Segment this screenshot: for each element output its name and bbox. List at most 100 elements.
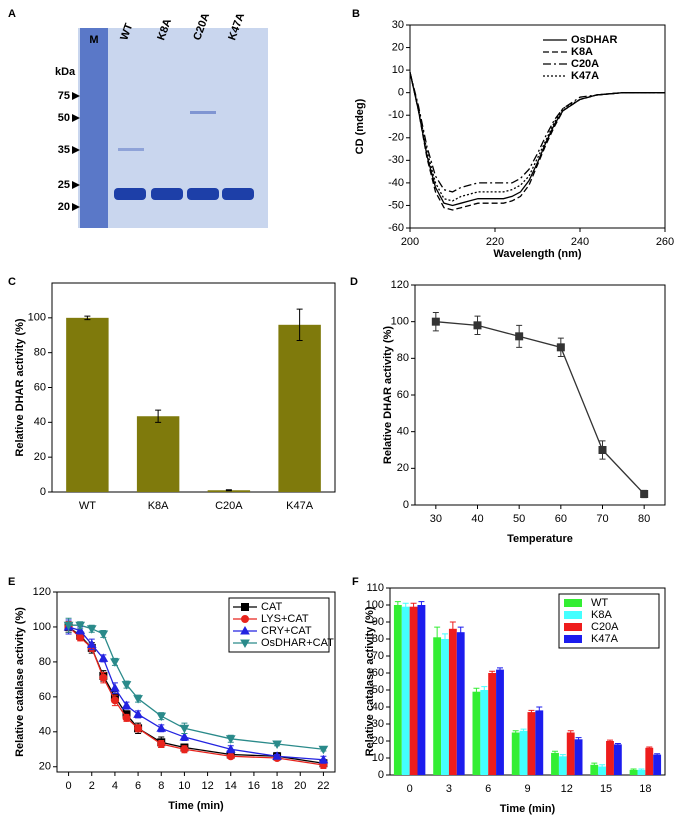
error-bar	[473, 687, 480, 696]
x-tick-label: 15	[600, 783, 612, 795]
bar	[401, 606, 410, 775]
y-tick-label: 0	[40, 486, 46, 498]
legend-marker	[241, 615, 249, 623]
point	[86, 639, 97, 648]
point	[121, 700, 132, 710]
error-bar	[528, 709, 535, 715]
x-tick-label: K8A	[148, 500, 169, 512]
bar	[566, 732, 575, 775]
bar	[393, 605, 402, 775]
x-tick-label: 3	[446, 783, 452, 795]
y-tick-label: -60	[388, 222, 404, 234]
x-tick-label: 12	[561, 783, 573, 795]
marker-label: 20	[58, 201, 70, 213]
y-tick-label: 0	[403, 499, 409, 511]
point	[180, 745, 189, 754]
y-tick-label: 30	[392, 19, 404, 31]
bar	[574, 739, 583, 775]
point	[86, 625, 97, 634]
marker-arrow	[72, 203, 80, 211]
y-tick-label: 120	[391, 279, 409, 291]
x-tick-label: 220	[486, 236, 504, 248]
bar	[511, 732, 520, 775]
point	[133, 695, 143, 704]
error-bar	[654, 753, 661, 756]
error-bar	[418, 601, 425, 609]
bar	[472, 691, 481, 775]
bar	[456, 632, 465, 775]
point	[225, 744, 236, 753]
error-bar	[449, 621, 456, 637]
point	[179, 724, 190, 734]
y-axis-label: Relative DHAR activity (%)	[14, 318, 26, 456]
line	[435, 321, 645, 495]
x-tick-label: 6	[485, 783, 491, 795]
x-tick-label: 8	[158, 780, 164, 792]
y-tick-label: 20	[34, 451, 46, 463]
x-axis-label: Time (min)	[500, 803, 556, 815]
x-tick-label: 70	[596, 513, 608, 525]
point	[156, 712, 167, 722]
y-tick-label: 40	[372, 701, 384, 713]
error-bar	[638, 768, 645, 772]
y-tick-label: 120	[33, 586, 51, 598]
y-tick-label: 40	[397, 426, 409, 438]
bar	[551, 752, 559, 775]
y-tick-label: 60	[34, 381, 46, 393]
y-tick-label: -20	[388, 132, 404, 144]
bar	[590, 764, 599, 775]
y-tick-label: 40	[34, 416, 46, 428]
error-bar	[225, 489, 232, 492]
y-tick-label: 90	[372, 616, 384, 628]
bar	[136, 416, 180, 492]
line	[68, 626, 324, 761]
point	[272, 751, 282, 760]
point	[110, 658, 120, 667]
legend-swatch	[564, 599, 582, 607]
x-tick-label: 60	[555, 513, 567, 525]
error-bar	[575, 737, 582, 742]
unit-label: kDa	[55, 66, 76, 78]
error-bar	[296, 308, 303, 341]
error-bar	[481, 686, 488, 694]
y-tick-label: 100	[28, 312, 46, 324]
plot-frame	[414, 284, 666, 506]
legend-marker	[240, 639, 250, 649]
x-tick-label: C20A	[215, 500, 243, 512]
y-tick-label: -30	[388, 154, 404, 166]
legend-label: CAT	[261, 601, 282, 613]
point	[110, 696, 119, 705]
error-bar	[84, 315, 91, 321]
marker-arrow	[72, 146, 80, 154]
bar	[535, 710, 544, 775]
panel-label: C	[8, 276, 16, 288]
point	[431, 317, 440, 326]
y-tick-label: 100	[391, 316, 409, 328]
error-bar	[512, 730, 519, 735]
protein-band	[114, 188, 146, 200]
y-tick-label: 60	[397, 389, 409, 401]
y-tick-label: 50	[372, 684, 384, 696]
point	[272, 740, 282, 750]
marker-lane	[80, 28, 108, 228]
y-tick-label: 100	[366, 599, 384, 611]
bar	[417, 605, 426, 775]
x-tick-label: 40	[471, 513, 483, 525]
point	[110, 683, 120, 692]
y-tick-label: 100	[33, 621, 51, 633]
y-tick-label: 0	[398, 87, 404, 99]
legend-label: K47A	[591, 633, 619, 645]
y-axis-label: Relative catalase activity (%)	[364, 606, 376, 756]
x-tick-label: 6	[135, 780, 141, 792]
x-tick-label: 260	[656, 236, 674, 248]
x-tick-label: 2	[89, 780, 95, 792]
bar	[409, 606, 418, 775]
point	[226, 752, 235, 761]
point	[640, 490, 649, 498]
marker-label: 35	[58, 144, 70, 156]
y-axis-label: Relative catalase activity (%)	[14, 607, 26, 757]
marker-arrow	[72, 181, 80, 189]
panel-label: B	[352, 8, 360, 20]
